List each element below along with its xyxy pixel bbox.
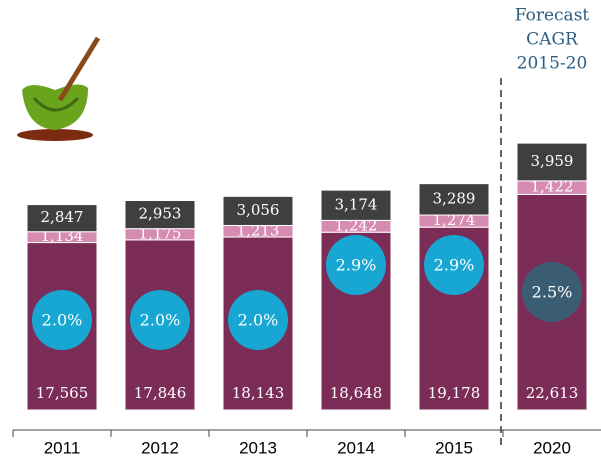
x-tick-label: 2014 [337, 438, 375, 457]
value-label: 22,613 [526, 384, 579, 402]
growth-label: 2.0% [238, 311, 279, 330]
bar-segment [222, 195, 294, 226]
bar-segment [516, 142, 588, 182]
growth-label: 2.5% [532, 283, 573, 302]
value-label: 19,178 [428, 384, 481, 402]
value-label: 17,565 [36, 384, 89, 402]
x-tick-label: 2012 [141, 438, 179, 457]
growth-label: 2.9% [336, 256, 377, 275]
annotation: CAGR [526, 30, 579, 50]
value-label: 2,847 [41, 208, 84, 226]
bar-segment [418, 183, 490, 216]
value-label: 3,289 [433, 189, 476, 207]
growth-badge [228, 290, 288, 350]
bar-segment [320, 189, 392, 221]
growth-label: 2.0% [140, 311, 181, 330]
annotation: 2015-20 [517, 54, 588, 74]
value-label: 18,143 [232, 384, 285, 402]
bar-segment [26, 204, 98, 233]
x-tick-label: 2015 [435, 438, 473, 457]
growth-badge [32, 290, 92, 350]
growth-badge [326, 235, 386, 295]
value-label: 3,056 [237, 201, 280, 219]
bar-segment [124, 200, 196, 230]
growth-badge [130, 290, 190, 350]
x-tick-label: 2013 [239, 438, 277, 457]
value-label: 1,274 [433, 211, 476, 229]
x-tick-label: 2020 [533, 438, 571, 457]
logo [17, 36, 101, 141]
annotation: Forecast [515, 6, 590, 26]
value-label: 3,174 [335, 195, 378, 213]
value-label: 17,846 [134, 384, 187, 402]
x-tick-label: 2011 [44, 438, 81, 457]
value-label: 3,959 [531, 152, 574, 170]
growth-label: 2.9% [434, 256, 475, 275]
value-label: 2,953 [139, 205, 182, 223]
value-label: 18,648 [330, 384, 383, 402]
growth-label: 2.0% [42, 311, 83, 330]
growth-badge [424, 235, 484, 295]
growth-badge [522, 262, 582, 322]
value-label: 1,422 [531, 178, 574, 196]
